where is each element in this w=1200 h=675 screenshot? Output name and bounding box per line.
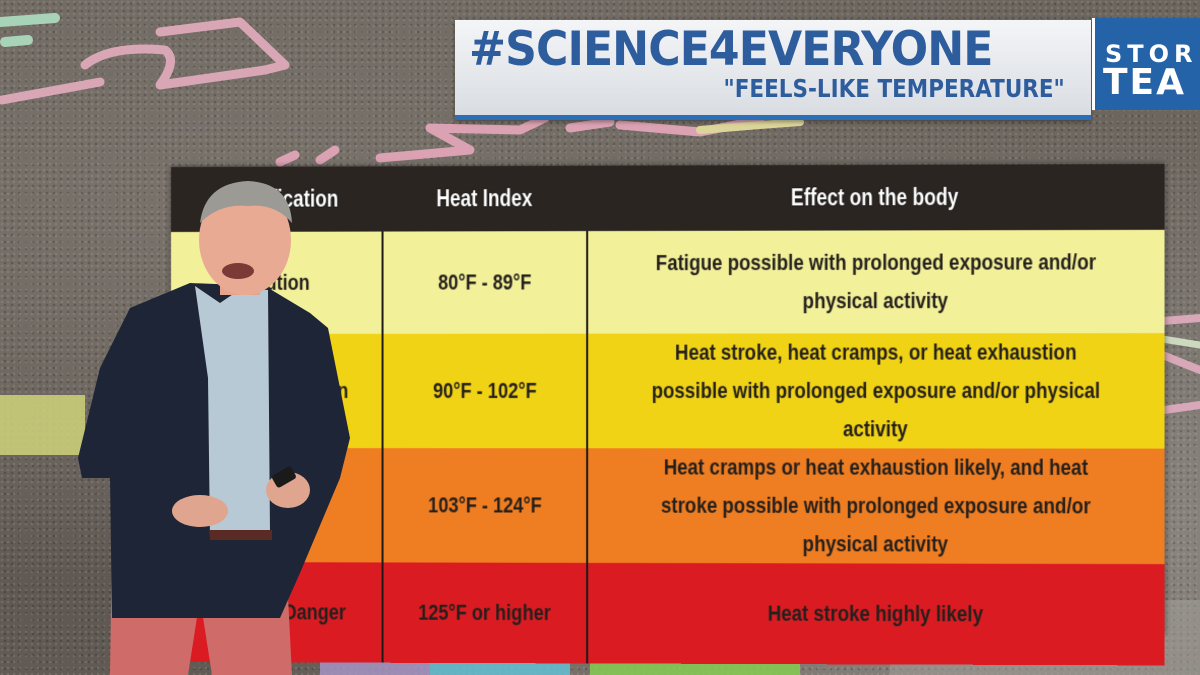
presenter-mouth [222,263,254,279]
cell-effect: Heat cramps or heat exhaustion likely, a… [587,448,1165,565]
presenter-left-hand [172,495,228,527]
cell-effect: Fatigue possible with prolonged exposure… [587,229,1165,334]
presenter-face [199,185,291,295]
logo-line-2: TEA [1103,62,1187,103]
header-effect: Effect on the body [587,163,1165,232]
header-heat-index: Heat Index [382,165,588,232]
cell-effect: Heat stroke, heat cramps, or heat exhaus… [587,333,1165,449]
presenter-belt [210,530,272,540]
cell-heat-index: 103°F - 124°F [382,448,588,563]
banner-subtitle: "FEELS-LIKE TEMPERATURE" [723,74,1065,103]
cell-heat-index: 90°F - 102°F [382,333,588,449]
logo-line-1: STOR [1105,40,1198,68]
cell-effect: Heat stroke highly likely [587,562,1165,666]
title-banner: #SCIENCE4EVERYONE "FEELS-LIKE TEMPERATUR… [455,20,1091,120]
clicker-remote [272,466,296,488]
banner-title: #SCIENCE4EVERYONE [469,22,993,77]
cell-heat-index: 80°F - 89°F [382,231,588,334]
presenter-hair [200,181,292,223]
presenter-shirt [195,286,270,538]
presenter [78,181,350,675]
storm-team-logo: STOR TEA [1092,18,1200,110]
cell-heat-index: 125°F or higher [382,562,588,664]
